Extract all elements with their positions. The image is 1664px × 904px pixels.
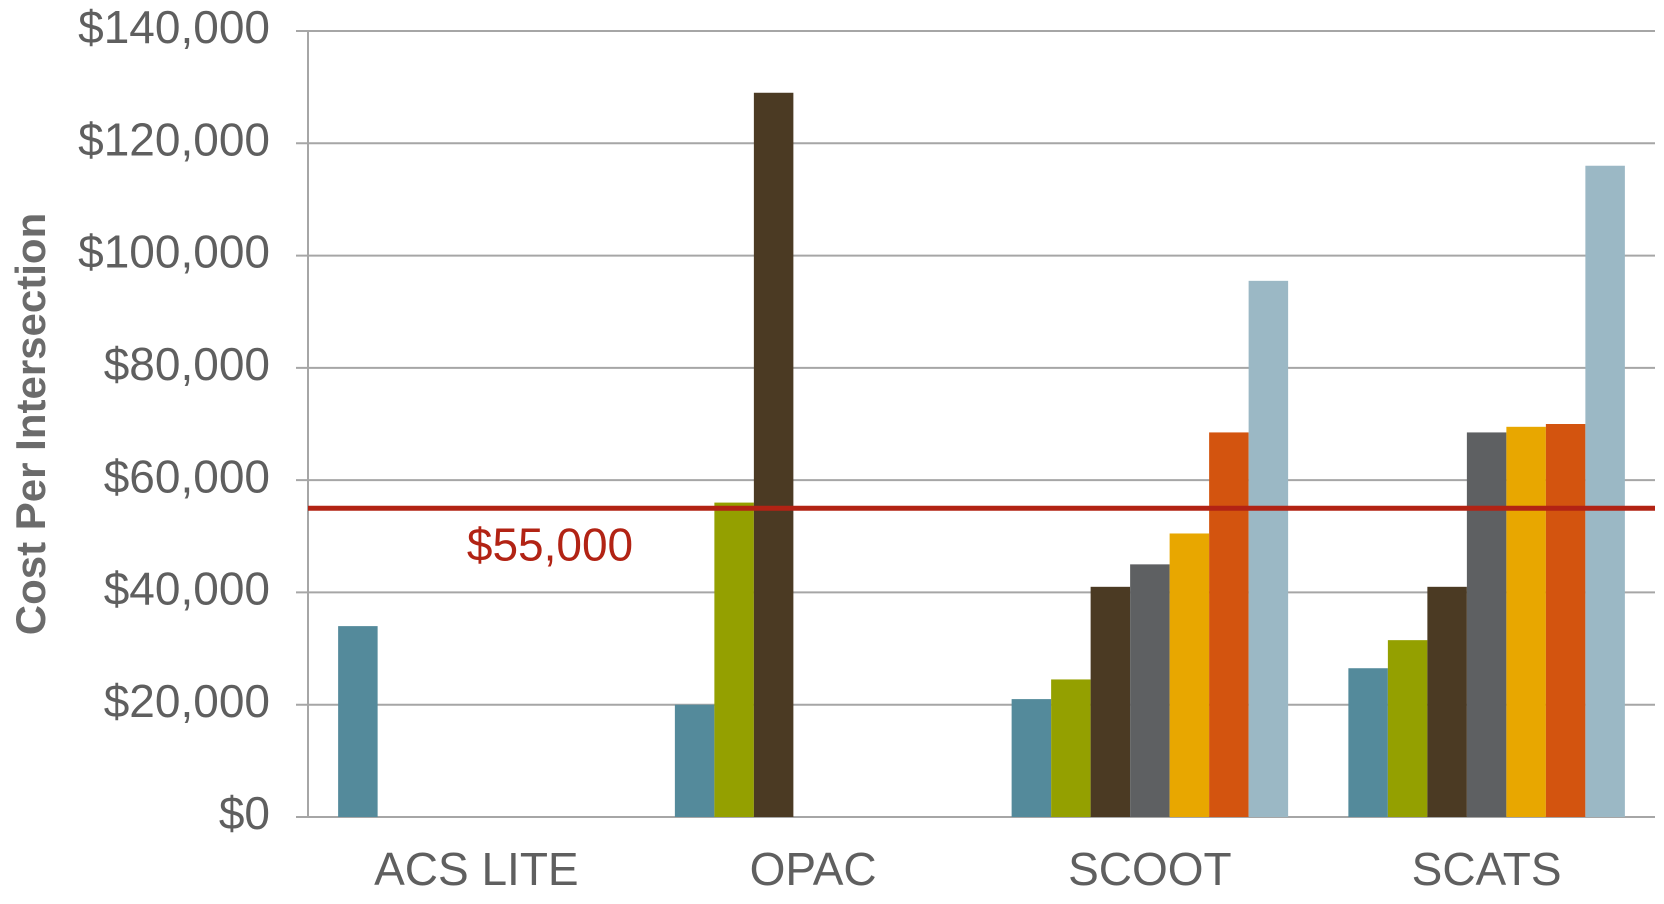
x-tick-label: ACS LITE [374,843,579,895]
bar [1011,699,1052,817]
bar [1169,533,1210,817]
x-tick-label: SCATS [1412,843,1562,895]
y-tick-label: $0 [219,787,270,839]
bar [1130,564,1170,817]
bar [338,626,378,817]
bar [1209,432,1249,817]
bar [1387,640,1428,817]
y-tick-label: $20,000 [104,675,270,727]
reference-label: $55,000 [467,518,633,570]
bar [674,704,715,817]
y-tick-label: $120,000 [78,113,270,165]
y-axis-label: Cost Per Intersection [7,213,54,635]
y-tick-label: $140,000 [78,1,270,53]
bar [714,502,754,817]
y-tick-label: $60,000 [104,450,270,502]
x-tick-label: OPAC [750,843,877,895]
bar [1348,668,1388,817]
bar [753,92,794,817]
y-tick-label: $80,000 [104,338,270,390]
bar [1545,424,1586,817]
bar [1506,426,1546,817]
y-tick-label: $100,000 [78,226,270,278]
bar [1585,165,1625,817]
bar [1427,586,1467,817]
y-tick-label: $40,000 [104,563,270,615]
bar [1051,679,1091,817]
bar [1466,432,1507,817]
bar [1248,280,1289,818]
bar [1090,586,1131,817]
x-tick-label: SCOOT [1068,843,1232,895]
